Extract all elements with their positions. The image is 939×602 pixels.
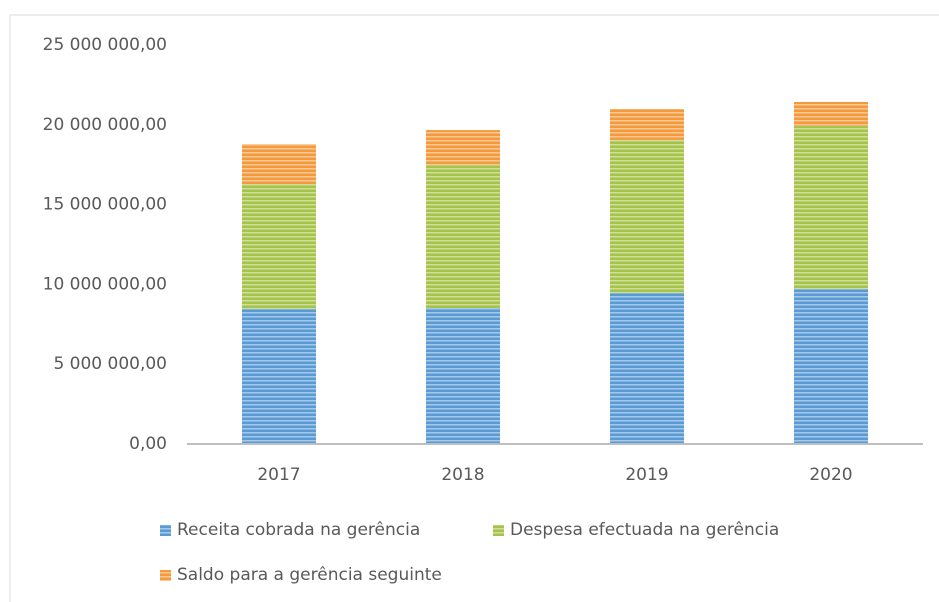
x-tick-label: 2018 <box>441 465 484 485</box>
y-tick-label: 0,00 <box>129 434 167 454</box>
x-tick-label: 2019 <box>625 465 668 485</box>
y-tick-label: 25 000 000,00 <box>43 35 167 55</box>
legend-swatch <box>493 525 504 536</box>
bar-segment <box>610 139 684 294</box>
bar-segment <box>426 165 500 309</box>
x-tick-label: 2017 <box>257 465 300 485</box>
bar-segment <box>610 293 684 444</box>
legend-swatch <box>160 525 171 536</box>
legend-label: Despesa efectuada na gerência <box>510 520 779 540</box>
legend-swatch <box>160 570 171 581</box>
y-tick-label: 10 000 000,00 <box>43 274 167 294</box>
bar-segment <box>794 126 868 290</box>
y-tick-label: 20 000 000,00 <box>43 115 167 135</box>
bar-segment <box>794 289 868 444</box>
bar-segment <box>610 108 684 140</box>
x-tick-label: 2020 <box>809 465 852 485</box>
legend-label: Saldo para a gerência seguinte <box>177 565 442 585</box>
legend-label: Receita cobrada na gerência <box>177 520 420 540</box>
y-tick-label: 5 000 000,00 <box>53 354 167 374</box>
bar-segment <box>426 308 500 444</box>
bar-segment <box>242 184 316 309</box>
bar-segment <box>794 101 868 127</box>
bar-segment <box>242 308 316 444</box>
y-tick-label: 15 000 000,00 <box>43 195 167 215</box>
bar-segment <box>242 144 316 185</box>
bar-segment <box>426 130 500 166</box>
